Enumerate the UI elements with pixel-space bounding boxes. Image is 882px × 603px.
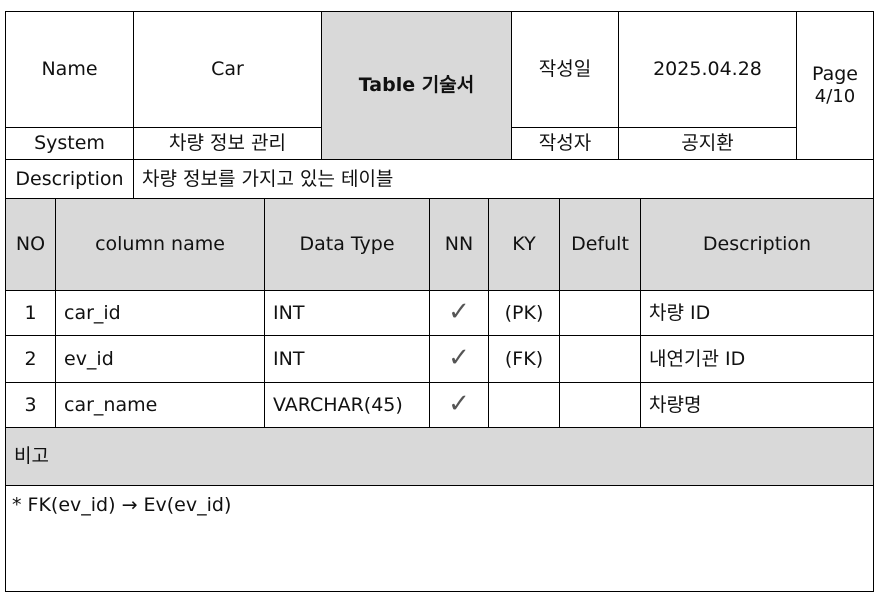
table-row-no: 1 <box>6 291 56 336</box>
table-row-column-name: ev_id <box>56 336 265 383</box>
page-indicator: Page 4/10 <box>797 12 873 160</box>
author-value: 공지환 <box>619 128 797 160</box>
table-row-default <box>560 291 641 336</box>
col-header-description: Description <box>641 199 873 291</box>
table-row-default <box>560 336 641 383</box>
table-row-description: 차량명 <box>641 383 873 428</box>
not-null-check-icon: ✓ <box>430 336 489 383</box>
col-header-data-type: Data Type <box>265 199 430 291</box>
table-row-key: (FK) <box>489 336 560 383</box>
col-header-no: NO <box>6 199 56 291</box>
table-row-description: 내연기관 ID <box>641 336 873 383</box>
system-value: 차량 정보 관리 <box>134 128 322 160</box>
table-row-default <box>560 383 641 428</box>
document-title: Table 기술서 <box>322 12 512 160</box>
not-null-check-icon: ✓ <box>430 383 489 428</box>
created-date-value: 2025.04.28 <box>619 12 797 128</box>
description-value: 차량 정보를 가지고 있는 테이블 <box>134 160 873 199</box>
col-header-nn: NN <box>430 199 489 291</box>
table-row-no: 3 <box>6 383 56 428</box>
page-label: Page <box>812 63 858 86</box>
description-label: Description <box>6 160 134 199</box>
table-row-column-name: car_id <box>56 291 265 336</box>
page-value: 4/10 <box>814 86 856 108</box>
table-row-data-type: INT <box>265 291 430 336</box>
remarks-text: * FK(ev_id) → Ev(ev_id) <box>12 494 232 516</box>
author-label: 작성자 <box>512 128 619 160</box>
table-row-data-type: INT <box>265 336 430 383</box>
table-row-key <box>489 383 560 428</box>
table-row-data-type: VARCHAR(45) <box>265 383 430 428</box>
name-label: Name <box>6 12 134 128</box>
table-row-key: (PK) <box>489 291 560 336</box>
col-header-column-name: column name <box>56 199 265 291</box>
col-header-default: Defult <box>560 199 641 291</box>
remarks-label: 비고 <box>6 428 873 486</box>
created-date-label: 작성일 <box>512 12 619 128</box>
table-spec-sheet: Name Car Table 기술서 작성일 2025.04.28 Page 4… <box>5 11 874 592</box>
not-null-check-icon: ✓ <box>430 291 489 336</box>
col-header-ky: KY <box>489 199 560 291</box>
name-value: Car <box>134 12 322 128</box>
table-row-description: 차량 ID <box>641 291 873 336</box>
table-row-no: 2 <box>6 336 56 383</box>
table-row-column-name: car_name <box>56 383 265 428</box>
system-label: System <box>6 128 134 160</box>
